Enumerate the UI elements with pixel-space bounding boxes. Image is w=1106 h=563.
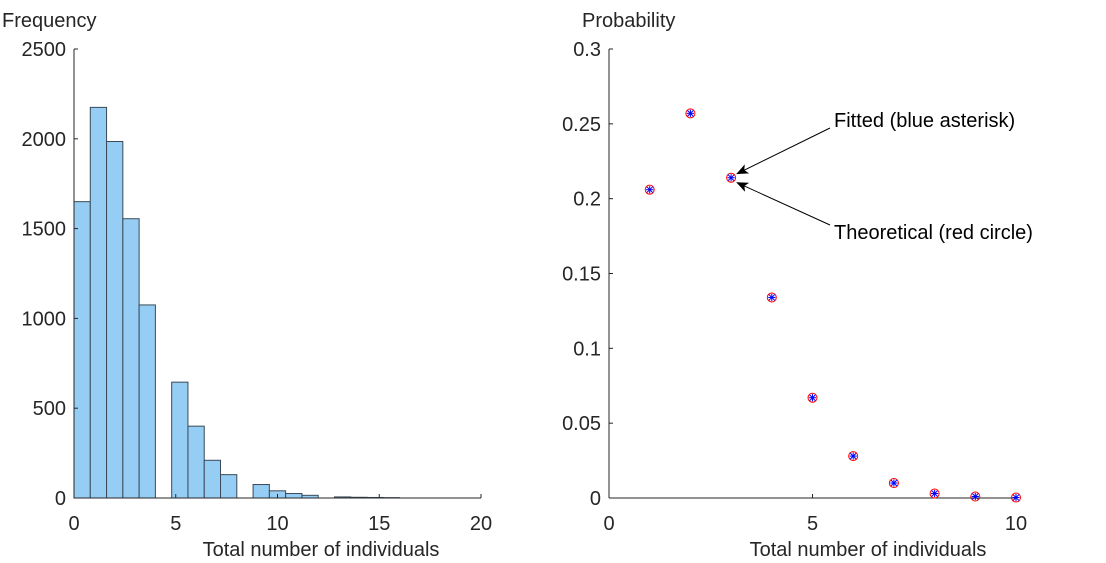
y-tick-label: 0.3 (573, 39, 601, 61)
right-y-axis-label: Probability (582, 10, 675, 32)
y-tick-label: 2000 (22, 129, 67, 151)
histogram-bar (122, 218, 140, 499)
y-tick-label: 0.25 (562, 114, 601, 136)
right-x-ticks: 0 5 10 (603, 494, 1027, 535)
theoretical-circle-marker (726, 172, 737, 183)
fitted-asterisk-marker (849, 452, 857, 460)
x-tick-label: 10 (1005, 513, 1027, 535)
asterisk-stroke (1012, 494, 1020, 501)
asterisk-stroke (972, 493, 979, 500)
histogram-bar (203, 459, 222, 499)
histogram-bar (138, 304, 156, 499)
x-tick-label: 0 (68, 513, 79, 535)
x-tick-label: 15 (368, 513, 390, 535)
theoretical-circle-marker (766, 292, 777, 303)
probability-scatter: 0 5 10 00.050.10.150.20.250.3 Probability … (562, 10, 1033, 561)
histogram-bar (171, 381, 189, 499)
theoretical-circle-marker (848, 451, 859, 462)
asterisk-stroke (727, 174, 735, 181)
annotation-arrow-theoretical (736, 182, 831, 226)
theoretical-circle-marker (929, 488, 940, 499)
asterisk-stroke (931, 490, 938, 497)
annotation-theoretical: Theoretical (red circle) (834, 222, 1033, 244)
asterisk-stroke (890, 479, 898, 487)
histogram-bar (285, 493, 303, 499)
fitted-asterisk-marker (931, 489, 939, 498)
x-tick-label: 0 (603, 513, 614, 535)
left-x-axis-label: Total number of individuals (203, 539, 440, 561)
histogram-bars (73, 106, 401, 499)
y-tick-label: 0.15 (562, 264, 601, 286)
annotation-arrow-fitted (736, 127, 831, 175)
theoretical-circle-marker (685, 108, 696, 119)
y-tick-label: 0.1 (573, 338, 601, 360)
right-x-axis-label: Total number of individuals (750, 539, 987, 561)
theoretical-circle-marker (970, 491, 981, 502)
histogram-bar (220, 474, 238, 499)
y-tick-label: 0 (55, 488, 66, 510)
left-y-ticks: 0 500 1000 1500 2000 2500 (22, 39, 78, 510)
y-tick-label: 0.05 (562, 413, 601, 435)
asterisk-stroke (809, 394, 816, 401)
y-tick-label: 0.2 (573, 189, 601, 211)
fitted-asterisk-marker (727, 174, 735, 182)
theoretical-circle-marker (644, 184, 655, 195)
theoretical-circle-marker (888, 478, 899, 489)
left-x-ticks: 0 5 10 15 20 (68, 494, 492, 535)
histogram-bar (73, 201, 91, 499)
x-tick-label: 10 (266, 513, 288, 535)
annotation-fitted: Fitted (blue asterisk) (834, 110, 1015, 132)
asterisk-stroke (646, 186, 653, 193)
histogram-bar (187, 425, 205, 499)
y-tick-label: 0 (590, 488, 601, 510)
fitted-asterisk-marker (646, 186, 654, 194)
left-y-axis-label: Frequency (2, 10, 97, 32)
fitted-asterisk-marker (971, 492, 979, 501)
y-tick-label: 500 (33, 398, 66, 420)
histogram-bar (89, 106, 108, 499)
probability-markers (644, 108, 1021, 503)
fitted-asterisk-marker (890, 479, 898, 487)
x-tick-label: 5 (170, 513, 181, 535)
y-tick-label: 1000 (22, 308, 67, 330)
y-tick-label: 1500 (22, 219, 67, 241)
histogram-bar (252, 484, 270, 499)
fitted-asterisk-marker (808, 394, 817, 402)
x-tick-label: 5 (807, 513, 818, 535)
fitted-asterisk-marker (768, 293, 776, 302)
fitted-asterisk-marker (686, 109, 694, 117)
x-tick-label: 20 (470, 513, 492, 535)
theoretical-circle-marker (807, 392, 818, 403)
y-tick-label: 2500 (22, 39, 67, 61)
asterisk-stroke (687, 110, 694, 117)
right-y-ticks: 0 0.05 0.1 0.15 0.2 0.25 0.3 (562, 39, 613, 510)
histogram-bar (106, 140, 124, 499)
asterisk-stroke (849, 452, 857, 460)
theoretical-circle-marker (1011, 492, 1021, 503)
fitted-asterisk-marker (1012, 493, 1020, 502)
asterisk-stroke (768, 294, 776, 301)
